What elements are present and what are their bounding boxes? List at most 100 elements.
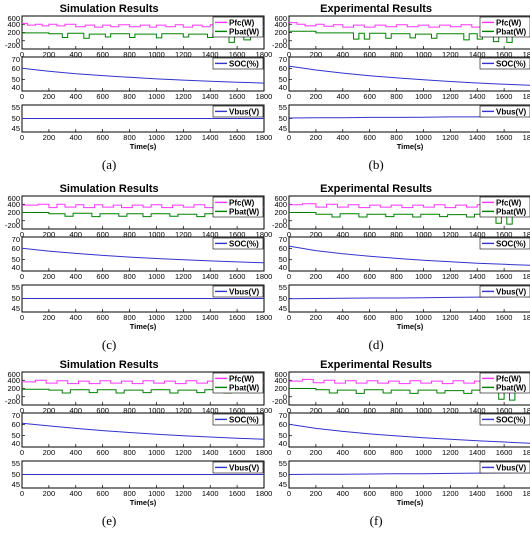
x-tick-label: 1200: [175, 50, 192, 59]
legend: SOC(%): [479, 57, 530, 70]
x-tick-label: 600: [96, 448, 109, 457]
plot-frame: [288, 56, 530, 92]
x-tick-label: 600: [363, 92, 376, 101]
x-tick-label: 600: [96, 50, 109, 59]
y-tick-label: 50: [12, 114, 20, 123]
x-tick-label: 800: [390, 489, 403, 498]
x-tick-label: 600: [363, 489, 376, 498]
y-tick-label: 0: [283, 36, 287, 45]
series-line-pbatw: [289, 212, 530, 225]
x-tick-label: 800: [123, 448, 136, 457]
legend-label: Vbus(V): [496, 107, 527, 116]
y-tick-label: 600: [7, 14, 20, 23]
plot-frame: [288, 412, 530, 448]
series-line-pbatw: [289, 388, 530, 401]
series-line-soc: [21, 247, 265, 264]
legend-box: [479, 461, 530, 474]
y-tick-label: 200: [274, 384, 287, 393]
y-tick-label: 45: [279, 480, 287, 489]
legend: Pfc(W)Pbat(W): [212, 196, 264, 218]
x-tick-label: 400: [70, 133, 83, 142]
legend-label: SOC(%): [229, 239, 259, 248]
x-tick-label: 400: [70, 92, 83, 101]
x-tick-label: 1600: [229, 448, 246, 457]
x-tick-label: 1200: [442, 448, 459, 457]
y-tick-label: 200: [274, 208, 287, 217]
panel-caption: (d): [369, 337, 384, 352]
y-tick-label: 55: [279, 459, 287, 468]
x-tick-label: 1400: [202, 272, 219, 281]
legend-label: Pfc(W): [496, 198, 522, 207]
x-tick-label: 1600: [496, 133, 513, 142]
legend-label: Pfc(W): [496, 18, 522, 27]
legend-box: [212, 105, 264, 118]
x-tick-label: 800: [390, 313, 403, 322]
x-tick-label: 1600: [496, 230, 513, 239]
x-tick-label: 1400: [202, 230, 219, 239]
x-tick-label: 1600: [496, 406, 513, 415]
x-tick-label: 1600: [229, 272, 246, 281]
legend-label: Pbat(W): [229, 207, 260, 216]
y-tick-label: 45: [279, 304, 287, 313]
x-tick-label: 400: [70, 313, 83, 322]
y-tick-label: 45: [12, 124, 20, 133]
x-tick-label: 1400: [202, 50, 219, 59]
chart-title: Experimental Results: [320, 359, 432, 371]
y-tick-label: 400: [274, 20, 287, 29]
x-tick-label: 1400: [202, 489, 219, 498]
x-tick-label: 200: [43, 489, 56, 498]
series-line-soc: [21, 67, 265, 84]
x-tick-label: 600: [96, 406, 109, 415]
x-tick-label: 200: [43, 313, 56, 322]
x-axis-label: Time(s): [397, 498, 424, 507]
y-tick-label: -200: [5, 41, 20, 50]
legend-box: [212, 285, 264, 298]
x-tick-label: 1800: [523, 448, 530, 457]
series-line-soc: [21, 422, 265, 440]
y-tick-label: 50: [279, 431, 287, 440]
panel-caption: (b): [369, 157, 384, 172]
legend-label: Pfc(W): [229, 18, 255, 27]
y-tick-label: 50: [279, 470, 287, 479]
chart-title: Simulation Results: [60, 359, 159, 371]
x-tick-label: 600: [363, 272, 376, 281]
legend-box: [212, 237, 264, 250]
x-tick-label: 400: [337, 489, 350, 498]
legend-label: Pfc(W): [229, 374, 255, 383]
y-tick-label: 50: [12, 75, 20, 84]
x-tick-label: 1600: [496, 50, 513, 59]
y-tick-label: 400: [274, 376, 287, 385]
y-tick-label: 50: [279, 114, 287, 123]
x-tick-label: 0: [20, 313, 24, 322]
x-tick-label: 1600: [496, 272, 513, 281]
x-tick-label: 400: [337, 133, 350, 142]
x-tick-label: 400: [337, 92, 350, 101]
x-tick-label: 400: [70, 50, 83, 59]
x-tick-label: 1200: [442, 92, 459, 101]
x-tick-label: 400: [337, 272, 350, 281]
panel-caption: (c): [102, 337, 116, 352]
x-tick-label: 1200: [175, 272, 192, 281]
legend: Pfc(W)Pbat(W): [479, 16, 530, 38]
x-tick-label: 1600: [496, 489, 513, 498]
legend-box: [479, 105, 530, 118]
legend-label: Pbat(W): [496, 27, 527, 36]
x-tick-label: 600: [96, 272, 109, 281]
legend-box: [479, 57, 530, 70]
plot-frame: [21, 56, 265, 92]
legend-label: Pfc(W): [496, 374, 522, 383]
y-tick-label: 400: [7, 376, 20, 385]
x-tick-label: 600: [363, 50, 376, 59]
series-line-pbatw: [289, 30, 530, 43]
x-tick-label: 1000: [148, 313, 165, 322]
x-tick-label: 1000: [415, 50, 432, 59]
y-tick-label: 60: [12, 420, 20, 429]
y-tick-label: 50: [279, 294, 287, 303]
y-tick-label: 40: [12, 83, 20, 92]
